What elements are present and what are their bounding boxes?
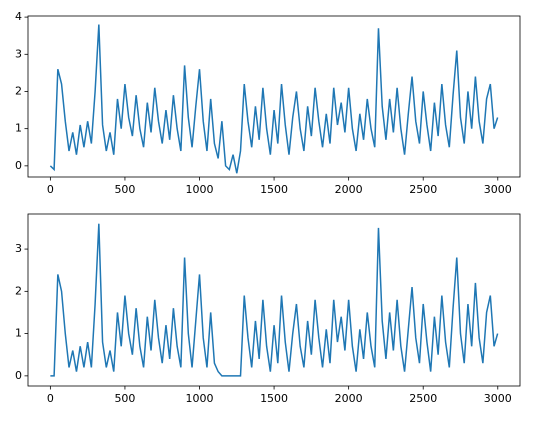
x-tick-label: 1000 (186, 183, 214, 196)
y-tick-label: 3 (15, 242, 22, 255)
x-tick-label: 2000 (335, 183, 363, 196)
x-tick-label: 0 (47, 183, 54, 196)
y-tick-label: 0 (15, 159, 22, 172)
x-tick-label: 500 (114, 183, 135, 196)
y-tick-label: 1 (15, 327, 22, 340)
data-line (49, 24, 499, 174)
y-tick-label: 4 (15, 10, 22, 23)
x-tick-label: 1500 (260, 183, 288, 196)
x-tick-label: 1500 (260, 392, 288, 405)
x-tick-label: 2000 (335, 392, 363, 405)
x-tick-label: 2500 (409, 183, 437, 196)
x-tick-label: 2500 (409, 392, 437, 405)
x-tick-label: 3000 (484, 392, 512, 405)
x-tick-label: 500 (114, 392, 135, 405)
y-tick-label: 1 (15, 122, 22, 135)
y-tick-label: 2 (15, 284, 22, 297)
data-line (50, 223, 499, 377)
y-tick-label: 0 (15, 369, 22, 382)
x-tick-label: 3000 (484, 183, 512, 196)
x-tick-label: 1000 (186, 392, 214, 405)
x-tick-label: 0 (47, 392, 54, 405)
axes-frame (27, 213, 521, 387)
y-tick-label: 3 (15, 47, 22, 60)
axes-frame (27, 15, 521, 178)
y-tick-label: 2 (15, 84, 22, 97)
